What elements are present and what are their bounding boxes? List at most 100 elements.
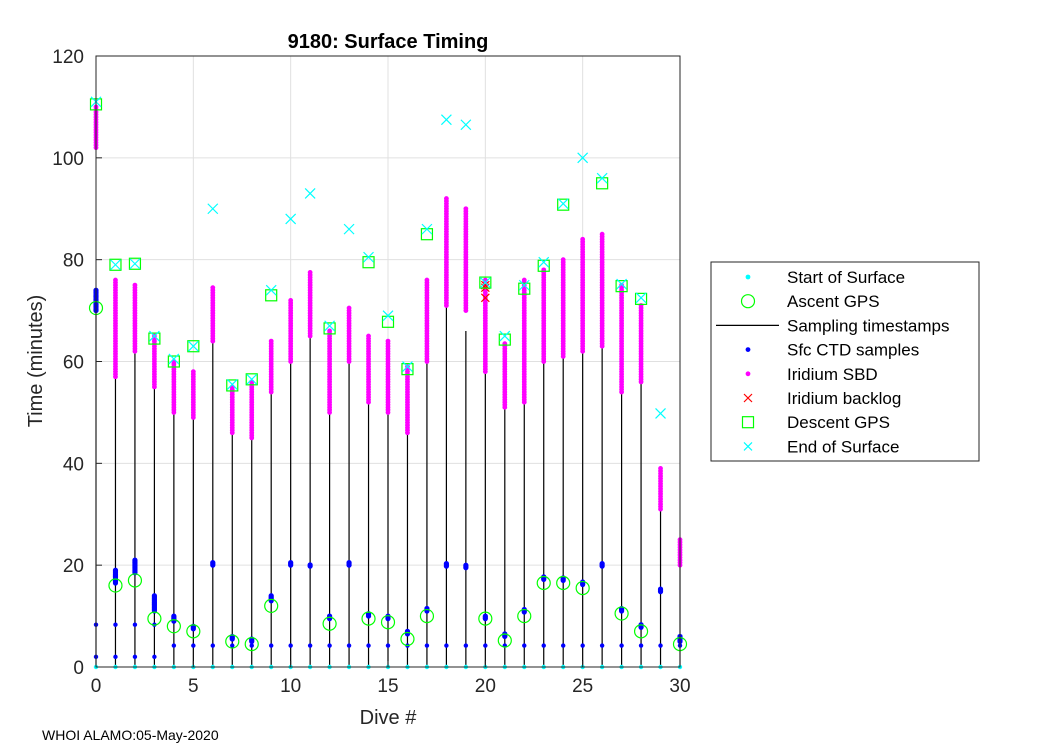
iridium-sbd-point — [385, 338, 391, 344]
iridium-sbd-point — [346, 305, 352, 311]
end-of-surface-marker — [207, 203, 219, 215]
end-of-surface-marker — [616, 278, 628, 290]
legend-label: Iridium SBD — [787, 365, 878, 384]
descent-gps-marker — [128, 257, 142, 270]
legend-item: Iridium SBD — [745, 365, 878, 384]
x-axis-label: Dive # — [360, 707, 418, 729]
ascent-gps-marker — [127, 573, 143, 588]
end-of-surface-marker — [518, 279, 530, 291]
ascent-gps-marker — [108, 578, 123, 593]
iridium-sbd-point — [190, 369, 196, 375]
legend-item: Sampling timestamps — [716, 316, 950, 335]
legend-label: Sampling timestamps — [787, 316, 950, 335]
ascent-gps-marker — [478, 611, 493, 626]
end-of-surface-marker — [129, 258, 141, 270]
ascent-gps-marker — [633, 624, 649, 639]
legend-item: End of Surface — [743, 437, 899, 456]
ctd-sample-point — [443, 561, 449, 567]
legend-label: Iridium backlog — [787, 389, 901, 408]
iridium-sbd-point — [619, 282, 624, 288]
descent-gps-marker — [167, 355, 180, 368]
iridium-sbd-point — [599, 231, 605, 237]
end-of-surface-marker — [148, 330, 160, 342]
y-tick-label: 120 — [52, 47, 84, 68]
ctd-sample-point — [424, 643, 430, 648]
legend-box — [710, 261, 980, 462]
ctd-sample-point — [463, 643, 469, 648]
descent-gps-marker — [109, 258, 122, 271]
ctd-sample-point — [599, 643, 605, 648]
ctd-sample-point — [307, 643, 313, 648]
iridium-sbd-point — [560, 257, 566, 263]
ctd-sample-point — [619, 643, 624, 648]
legend-dot-symbol — [745, 371, 751, 377]
descent-gps-marker — [596, 177, 609, 190]
ascent-gps-marker — [186, 624, 201, 639]
iridium-sbd-point — [658, 466, 663, 471]
descent-gps-marker — [420, 228, 434, 241]
ctd-sample-point — [112, 567, 119, 573]
descent-gps-marker — [401, 363, 414, 376]
ctd-sample-point — [230, 643, 235, 648]
ascent-gps-marker — [497, 633, 512, 648]
ctd-sample-point — [444, 643, 449, 648]
y-tick-label: 0 — [73, 658, 84, 679]
ascent-gps-marker — [556, 575, 571, 591]
end-of-surface-marker — [285, 213, 297, 225]
iridium-sbd-point — [327, 328, 332, 334]
iridium-sbd-point — [521, 277, 527, 283]
ctd-sample-point — [132, 622, 138, 627]
iridium-sbd-point — [307, 269, 313, 275]
end-of-surface-marker — [304, 188, 316, 199]
ctd-sample-point — [657, 586, 664, 592]
ctd-sample-point — [288, 560, 294, 566]
legend-item: Iridium backlog — [743, 389, 901, 408]
legend-dot-symbol — [745, 274, 751, 280]
end-of-surface-marker — [343, 223, 355, 235]
y-tick-label: 20 — [63, 556, 84, 577]
legend-item: Start of Surface — [745, 268, 905, 287]
x-tick-label: 25 — [572, 676, 593, 697]
end-of-surface-marker — [440, 114, 452, 126]
ascent-gps-marker — [244, 636, 259, 652]
end-of-surface-marker — [557, 198, 569, 210]
descent-gps-marker — [518, 282, 531, 295]
descent-gps-marker — [362, 256, 375, 269]
chart-title: 9180: Surface Timing — [288, 31, 489, 53]
descent-gps-marker — [615, 280, 628, 293]
iridium-backlog-marker — [480, 293, 490, 303]
ctd-sample-point — [561, 643, 566, 648]
ascent-gps-marker — [322, 616, 337, 631]
descent-gps-marker — [148, 332, 161, 345]
iridium-sbd-point — [463, 206, 469, 212]
end-of-surface-marker — [655, 408, 666, 419]
ascent-gps-marker — [264, 598, 279, 614]
x-tick-label: 5 — [188, 676, 199, 697]
x-tick-label: 20 — [475, 676, 496, 697]
end-of-surface-marker — [324, 320, 336, 332]
ascent-gps-marker — [575, 580, 590, 596]
iridium-sbd-point — [210, 285, 216, 291]
ctd-sample-point — [599, 561, 605, 567]
descent-gps-marker — [479, 276, 492, 289]
ctd-sample-point — [307, 562, 313, 568]
iridium-sbd-point — [132, 282, 138, 288]
ascent-gps-marker — [419, 608, 435, 624]
ctd-sample-point — [541, 643, 546, 648]
descent-gps-marker — [265, 289, 278, 302]
y-tick-label: 100 — [52, 149, 84, 170]
ctd-sample-point — [268, 593, 274, 599]
x-tick-label: 10 — [280, 676, 301, 697]
end-of-surface-marker — [421, 223, 433, 235]
ascent-gps-marker — [536, 575, 551, 591]
iridium-sbd-point — [580, 236, 586, 242]
descent-gps-marker — [245, 373, 258, 386]
x-tick-label: 0 — [91, 676, 102, 697]
iridium-sbd-point — [288, 298, 294, 303]
legend-x-symbol — [743, 393, 753, 403]
descent-gps-marker — [634, 292, 648, 305]
descent-gps-marker — [226, 379, 239, 392]
ctd-sample-point — [385, 643, 391, 648]
end-of-surface-marker — [460, 119, 472, 131]
end-of-surface-marker — [479, 277, 491, 289]
